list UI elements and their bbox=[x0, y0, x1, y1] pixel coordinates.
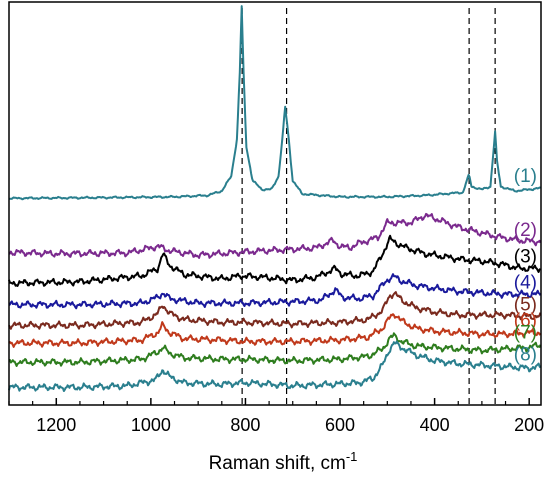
x-tick-label-1000: 1000 bbox=[131, 415, 171, 435]
series-line-5 bbox=[8, 291, 542, 330]
series-label-6: (6) bbox=[514, 311, 537, 332]
series-label-4: (4) bbox=[514, 272, 537, 293]
series-line-8 bbox=[8, 340, 542, 392]
series-label-7: (7) bbox=[514, 323, 537, 344]
x-tick-label-800: 800 bbox=[230, 415, 260, 435]
series-line-3 bbox=[8, 234, 541, 287]
series-label-2: (2) bbox=[514, 220, 537, 241]
x-axis-title: Raman shift, cm-1 bbox=[209, 449, 358, 474]
series-label-8: (8) bbox=[514, 345, 537, 366]
series-label-5: (5) bbox=[514, 294, 537, 315]
x-axis-title-superscript: -1 bbox=[346, 449, 358, 464]
x-tick-label-600: 600 bbox=[325, 415, 355, 435]
series-labels: (1) (2) (3) (4)(5)(6)(7)(8) bbox=[514, 166, 537, 366]
x-axis-ticks: 1200 1000 800 600 400 200 bbox=[8, 398, 544, 435]
series-group bbox=[8, 5, 542, 392]
series-label-1: (1) bbox=[514, 166, 537, 187]
x-tick-label-200: 200 bbox=[514, 415, 544, 435]
series-line-6 bbox=[8, 313, 542, 348]
reference-lines bbox=[241, 8, 496, 405]
x-tick-label-1200: 1200 bbox=[36, 415, 76, 435]
series-label-3: (3) bbox=[514, 247, 537, 268]
series-line-4 bbox=[8, 273, 542, 310]
series-line-2 bbox=[8, 212, 542, 259]
series-line-7 bbox=[8, 332, 542, 367]
series-line-1 bbox=[8, 5, 541, 201]
plot-frame bbox=[8, 1, 542, 406]
x-tick-label-400: 400 bbox=[420, 415, 450, 435]
